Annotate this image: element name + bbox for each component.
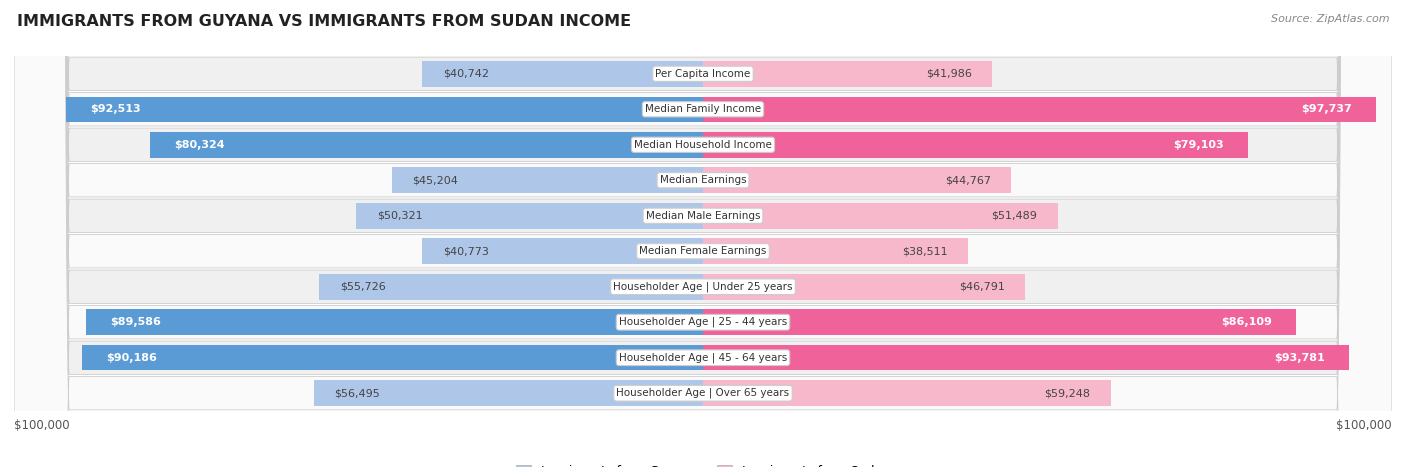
Bar bbox=[703, 310, 1296, 335]
Bar bbox=[356, 203, 703, 228]
Text: $86,109: $86,109 bbox=[1222, 317, 1272, 327]
Bar bbox=[703, 203, 1057, 228]
Text: $97,737: $97,737 bbox=[1302, 104, 1353, 114]
FancyBboxPatch shape bbox=[14, 0, 1392, 467]
Bar bbox=[703, 132, 1249, 157]
Bar bbox=[422, 61, 703, 86]
Text: $40,742: $40,742 bbox=[443, 69, 489, 79]
Text: Source: ZipAtlas.com: Source: ZipAtlas.com bbox=[1271, 14, 1389, 24]
Text: $89,586: $89,586 bbox=[110, 317, 160, 327]
Text: $59,248: $59,248 bbox=[1045, 388, 1091, 398]
FancyBboxPatch shape bbox=[14, 0, 1392, 467]
Bar bbox=[314, 381, 703, 406]
Bar bbox=[703, 239, 969, 264]
Text: Householder Age | Over 65 years: Householder Age | Over 65 years bbox=[616, 388, 790, 398]
Bar bbox=[149, 132, 703, 157]
Legend: Immigrants from Guyana, Immigrants from Sudan: Immigrants from Guyana, Immigrants from … bbox=[510, 460, 896, 467]
Text: $45,204: $45,204 bbox=[412, 175, 458, 185]
Text: $100,000: $100,000 bbox=[1336, 419, 1392, 432]
Text: $44,767: $44,767 bbox=[945, 175, 991, 185]
Text: Householder Age | 45 - 64 years: Householder Age | 45 - 64 years bbox=[619, 353, 787, 363]
Text: $92,513: $92,513 bbox=[90, 104, 141, 114]
Text: $55,726: $55,726 bbox=[340, 282, 385, 292]
Text: $50,321: $50,321 bbox=[377, 211, 423, 221]
Text: $40,773: $40,773 bbox=[443, 246, 489, 256]
Bar bbox=[703, 97, 1376, 122]
Bar bbox=[392, 168, 703, 193]
Bar bbox=[319, 274, 703, 299]
Bar bbox=[703, 345, 1350, 370]
FancyBboxPatch shape bbox=[14, 0, 1392, 467]
Text: Median Earnings: Median Earnings bbox=[659, 175, 747, 185]
FancyBboxPatch shape bbox=[14, 0, 1392, 467]
Text: $90,186: $90,186 bbox=[105, 353, 156, 363]
FancyBboxPatch shape bbox=[14, 0, 1392, 467]
Text: Per Capita Income: Per Capita Income bbox=[655, 69, 751, 79]
Bar bbox=[703, 381, 1111, 406]
Text: Median Female Earnings: Median Female Earnings bbox=[640, 246, 766, 256]
Text: $56,495: $56,495 bbox=[335, 388, 380, 398]
Text: Median Male Earnings: Median Male Earnings bbox=[645, 211, 761, 221]
Text: $46,791: $46,791 bbox=[959, 282, 1005, 292]
Bar bbox=[422, 239, 703, 264]
Text: $41,986: $41,986 bbox=[925, 69, 972, 79]
FancyBboxPatch shape bbox=[14, 0, 1392, 467]
Text: $100,000: $100,000 bbox=[14, 419, 70, 432]
FancyBboxPatch shape bbox=[14, 0, 1392, 467]
Text: $51,489: $51,489 bbox=[991, 211, 1038, 221]
Text: IMMIGRANTS FROM GUYANA VS IMMIGRANTS FROM SUDAN INCOME: IMMIGRANTS FROM GUYANA VS IMMIGRANTS FRO… bbox=[17, 14, 631, 29]
Bar bbox=[86, 310, 703, 335]
Text: $80,324: $80,324 bbox=[174, 140, 225, 150]
FancyBboxPatch shape bbox=[14, 0, 1392, 467]
Bar bbox=[703, 274, 1025, 299]
Text: $38,511: $38,511 bbox=[903, 246, 948, 256]
Text: Median Family Income: Median Family Income bbox=[645, 104, 761, 114]
Bar bbox=[703, 61, 993, 86]
Text: Householder Age | 25 - 44 years: Householder Age | 25 - 44 years bbox=[619, 317, 787, 327]
Bar bbox=[66, 97, 703, 122]
Text: Householder Age | Under 25 years: Householder Age | Under 25 years bbox=[613, 282, 793, 292]
Bar bbox=[82, 345, 703, 370]
Text: $93,781: $93,781 bbox=[1274, 353, 1324, 363]
FancyBboxPatch shape bbox=[14, 0, 1392, 467]
Text: Median Household Income: Median Household Income bbox=[634, 140, 772, 150]
Bar bbox=[703, 168, 1011, 193]
Text: $79,103: $79,103 bbox=[1173, 140, 1223, 150]
FancyBboxPatch shape bbox=[14, 0, 1392, 467]
